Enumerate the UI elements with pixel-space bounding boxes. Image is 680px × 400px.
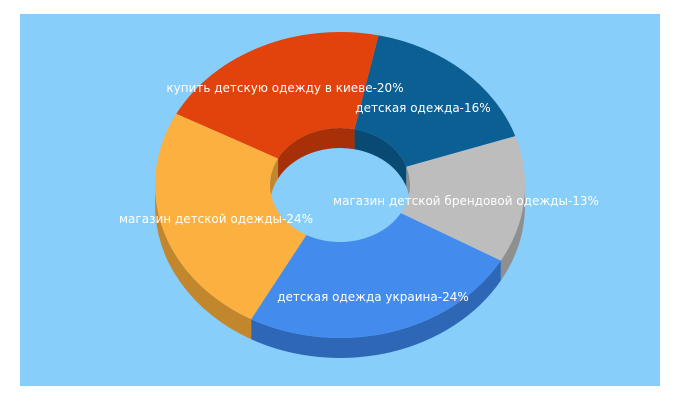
slice-top-4 xyxy=(176,31,379,159)
slice-top-1 xyxy=(400,136,526,261)
slice-side-2-0 xyxy=(251,260,501,358)
donut-tops xyxy=(155,31,526,338)
slice-top-2 xyxy=(251,213,501,338)
slice-label-ukraina: детская одежда украина-24% xyxy=(277,290,469,304)
slice-top-3 xyxy=(155,113,307,320)
slice-label-detskaya-odezhda: детская одежда-16% xyxy=(355,101,490,115)
donut-sides xyxy=(155,185,525,358)
donut-hole xyxy=(272,154,408,248)
slice-side-1-0 xyxy=(500,185,525,281)
slice-top-0 xyxy=(354,35,516,167)
slice-inner-wall-0-1 xyxy=(354,129,407,187)
slice-label-magazin: магазин детской одежды-24% xyxy=(119,212,313,226)
slice-inner-wall-4-0 xyxy=(278,128,355,179)
slice-side-3-0 xyxy=(155,185,252,340)
slice-label-kupit: купить детскую одежду в киеве-20% xyxy=(166,81,403,95)
slice-labels: детская одежда-16% магазин детской бренд… xyxy=(119,81,599,304)
slice-label-brendovoy: магазин детской брендовой одежды-13% xyxy=(333,194,599,208)
slice-inner-wall-3-0 xyxy=(270,158,279,205)
